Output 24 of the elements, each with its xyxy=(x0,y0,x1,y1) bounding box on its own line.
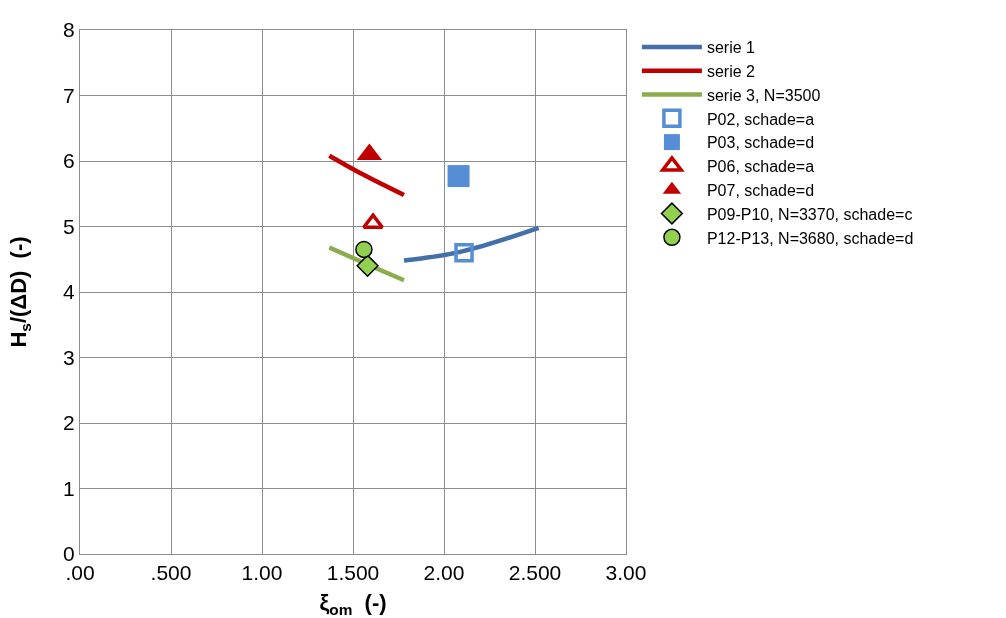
legend-label: serie 3, N=3500 xyxy=(706,86,821,104)
legend-label: P06, schade=a xyxy=(706,158,815,176)
legend-label: P09-P10, N=3370, schade=c xyxy=(706,205,913,223)
legend-label: P03, schade=d xyxy=(706,134,815,152)
y-tick-label: 5 xyxy=(63,214,75,238)
x-tick-label: .500 xyxy=(150,561,192,585)
legend-label: serie 1 xyxy=(706,39,756,57)
y-tick-label: 7 xyxy=(63,83,75,107)
legend-label: serie 2 xyxy=(706,62,756,80)
x-tick-label: 1.00 xyxy=(241,561,283,585)
x-tick-label: 2.500 xyxy=(508,561,562,585)
legend-label: P02, schade=a xyxy=(706,110,815,128)
x-axis-title: ξ$_{om}$ (-) xyxy=(319,590,387,618)
x-tick-label: 2.00 xyxy=(423,561,465,585)
y-tick-label: 4 xyxy=(63,280,76,304)
y-tick-label: 6 xyxy=(63,149,75,173)
legend-label: P07, schade=d xyxy=(706,181,815,199)
y-tick-label: 2 xyxy=(63,411,75,435)
y-tick-label: 1 xyxy=(63,476,75,500)
y-tick-label: 8 xyxy=(63,18,75,42)
legend-label: P12-P13, N=3680, schade=d xyxy=(706,229,914,247)
y-tick-label: 3 xyxy=(63,345,75,369)
x-tick-label: 1.500 xyxy=(326,561,380,585)
x-tick-label: 3.00 xyxy=(605,561,647,585)
